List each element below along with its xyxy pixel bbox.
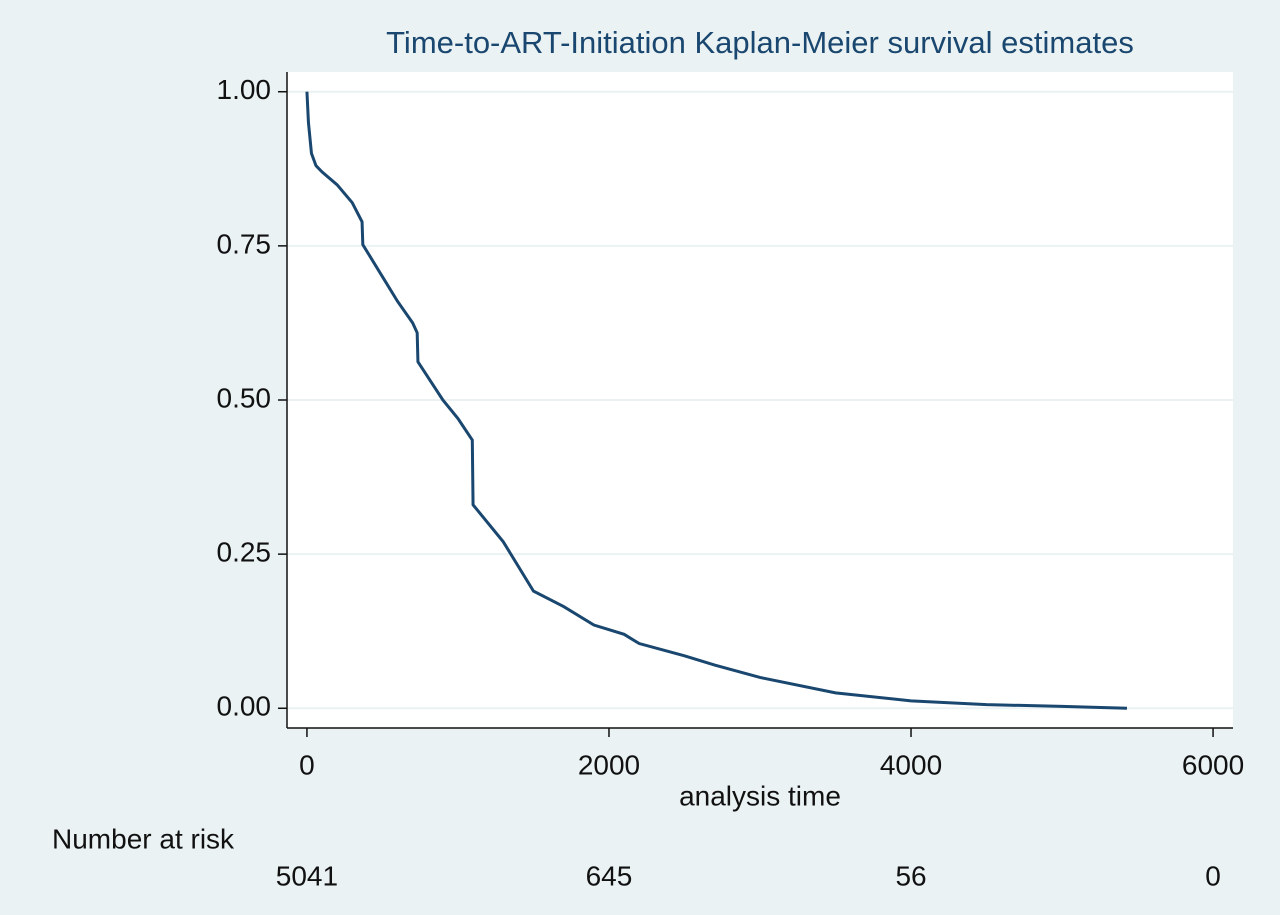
risk-table-title: Number at risk: [52, 823, 235, 854]
y-tick-label: 1.00: [217, 74, 272, 105]
y-tick-label: 0.75: [217, 228, 272, 259]
y-tick-label: 0.25: [217, 537, 272, 568]
x-tick-label: 4000: [880, 749, 942, 780]
x-tick-label: 2000: [578, 749, 640, 780]
risk-count: 645: [586, 860, 633, 891]
survival-curve: [305, 91, 1128, 710]
x-axis-label: analysis time: [679, 780, 841, 811]
y-tick-label: 0.50: [217, 382, 272, 413]
x-tick-label: 0: [299, 749, 315, 780]
chart-title: Time-to-ART-Initiation Kaplan-Meier surv…: [386, 25, 1134, 60]
x-tick-label: 6000: [1182, 749, 1244, 780]
y-tick-label: 0.00: [217, 691, 272, 722]
risk-count: 56: [895, 860, 926, 891]
risk-count: 0: [1205, 860, 1221, 891]
risk-count: 5041: [276, 860, 338, 891]
